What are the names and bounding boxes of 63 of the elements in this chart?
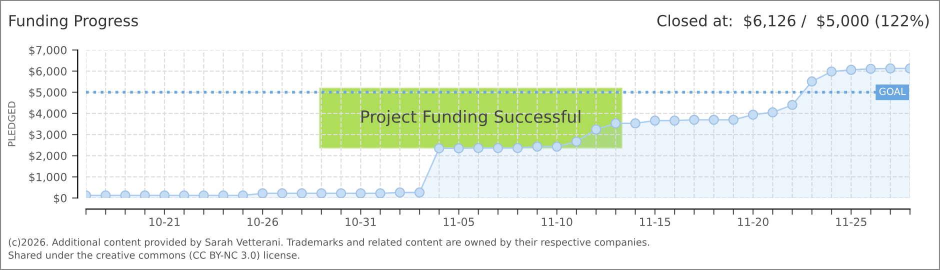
y-tick-label: $5,000 [29, 88, 67, 98]
point [552, 142, 562, 152]
y-tick-label: $6,000 [29, 66, 67, 77]
point [140, 190, 150, 198]
point [748, 110, 758, 120]
ref-line-label: GOAL [879, 88, 906, 96]
point [473, 143, 484, 154]
point [670, 116, 680, 126]
y-tick-label: $2,000 [29, 151, 67, 162]
x-tick-label: 11-20 [738, 218, 768, 226]
point [100, 190, 111, 198]
point [414, 187, 425, 198]
point [356, 188, 366, 198]
point [650, 116, 660, 126]
point [728, 114, 738, 125]
point [198, 190, 209, 198]
y-tick-label: $3,000 [29, 130, 67, 140]
x-tick-label: 11-25 [836, 218, 866, 226]
point [316, 188, 326, 198]
point [885, 63, 896, 74]
point [179, 190, 190, 198]
point [296, 188, 307, 198]
point [826, 66, 837, 77]
point [689, 114, 700, 125]
point [238, 190, 248, 198]
point [512, 143, 523, 154]
y-tick-label: $4,000 [29, 109, 67, 120]
x-tick-label: 11-15 [640, 218, 670, 226]
text: Shared under the creative commons (CC BY-NC 3.0) license. [8, 251, 300, 260]
point [571, 136, 582, 147]
point [532, 142, 542, 152]
x-tick-label: 11-10 [542, 218, 572, 226]
chart-title: Funding Progress [10, 14, 138, 30]
x-tick-label: 10-26 [248, 218, 278, 226]
point [591, 124, 602, 135]
point [610, 118, 621, 128]
point [120, 190, 130, 198]
point [454, 143, 464, 154]
point [866, 64, 876, 74]
point [277, 188, 288, 198]
point [159, 190, 170, 198]
point [394, 187, 405, 198]
point [846, 64, 856, 75]
point [375, 188, 386, 198]
point [630, 118, 640, 128]
point [708, 114, 719, 125]
point [806, 76, 817, 87]
text: Closed at: $6,126 / $5,000 (122%) [657, 14, 929, 28]
point [787, 100, 798, 110]
point [218, 190, 228, 198]
point [258, 188, 268, 198]
point [492, 143, 504, 154]
y-axis-title: PLEDGED [8, 102, 16, 146]
point [768, 107, 778, 118]
y-tick-label: $1,000 [29, 172, 67, 183]
point [336, 188, 346, 198]
y-tick-label: $7,000 [29, 46, 67, 56]
x-tick-label: 10-31 [346, 218, 376, 226]
x-tick-label: 11-05 [444, 218, 474, 226]
point [434, 143, 444, 154]
x-tick-label: 10-21 [150, 218, 180, 226]
y-tick-label: $0 [54, 194, 67, 204]
text: (c)2026. Additional content provided by Sarah Vetterani. Trademarks and related content are owned by their respective companies. [8, 238, 650, 248]
